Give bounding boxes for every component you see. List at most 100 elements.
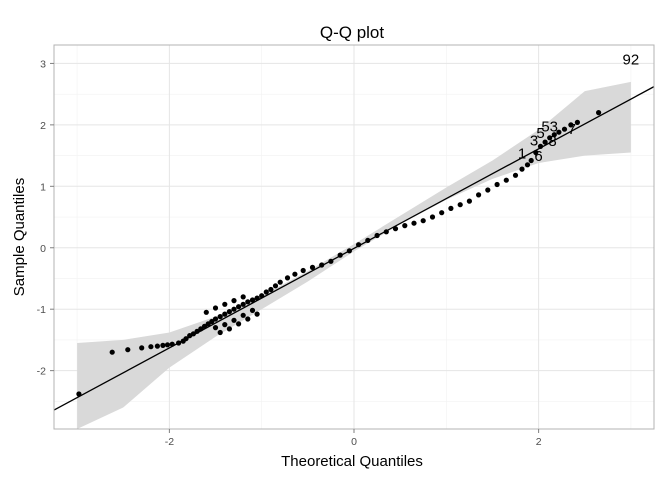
data-point — [485, 187, 491, 193]
x-tick-label: 2 — [536, 436, 542, 448]
y-tick-label: -1 — [37, 304, 46, 316]
data-point — [494, 181, 500, 188]
data-point — [226, 326, 232, 332]
data-point — [596, 110, 602, 116]
data-point — [254, 295, 260, 301]
data-point — [402, 223, 408, 229]
data-point — [519, 166, 525, 172]
data-point — [277, 279, 283, 285]
data-point — [198, 326, 204, 332]
data-point — [551, 132, 557, 138]
x-tick-label: 0 — [351, 436, 357, 448]
data-point — [194, 328, 200, 334]
data-point — [292, 271, 298, 277]
point-label: 1 — [518, 145, 526, 162]
data-point — [439, 210, 445, 216]
data-point — [346, 248, 352, 254]
data-point — [240, 294, 246, 300]
data-point — [476, 192, 482, 198]
data-point — [512, 172, 519, 178]
data-point — [245, 316, 251, 322]
data-point — [568, 122, 574, 128]
data-points — [76, 110, 602, 397]
y-tick-label: 0 — [40, 243, 46, 255]
data-point — [245, 299, 251, 305]
data-point — [240, 301, 246, 307]
data-point — [448, 205, 454, 211]
data-point — [240, 312, 246, 318]
data-point — [533, 149, 539, 156]
data-point — [190, 331, 196, 337]
data-point — [337, 252, 343, 258]
data-point — [328, 258, 334, 264]
data-point — [203, 309, 209, 315]
data-point — [148, 344, 154, 350]
data-point — [139, 345, 145, 351]
data-point — [217, 329, 223, 336]
data-point — [226, 309, 232, 315]
data-point — [109, 349, 115, 355]
data-point — [76, 391, 82, 397]
data-point — [457, 202, 463, 208]
x-axis-ticks: -2 0 2 — [165, 429, 542, 448]
data-point — [383, 229, 389, 235]
chart-title: Q-Q plot — [320, 23, 385, 42]
data-point — [574, 119, 581, 125]
data-point — [183, 336, 189, 342]
data-point — [263, 289, 269, 295]
point-label: 7 — [568, 121, 576, 138]
point-label: 3 — [530, 132, 538, 149]
data-point — [503, 177, 509, 183]
y-tick-label: 3 — [40, 58, 46, 70]
data-point — [154, 343, 160, 349]
data-point — [272, 283, 279, 289]
data-point — [176, 340, 182, 346]
data-point — [524, 162, 531, 168]
data-point — [212, 305, 219, 311]
data-point — [309, 264, 316, 270]
y-axis-ticks: -2 -1 0 1 2 3 — [37, 58, 54, 378]
data-point — [542, 139, 548, 145]
point-label: 53 — [541, 118, 558, 135]
point-label: 8 — [548, 133, 556, 150]
data-point — [212, 316, 219, 322]
confidence-band — [77, 81, 631, 430]
data-point — [236, 321, 242, 327]
data-point — [217, 314, 223, 320]
data-point — [411, 220, 417, 226]
point-label: 92 — [623, 51, 640, 68]
data-point — [466, 198, 472, 204]
y-tick-label: 2 — [40, 120, 46, 132]
data-point — [209, 318, 215, 325]
data-point — [231, 317, 237, 323]
data-point — [528, 157, 534, 164]
data-point — [259, 293, 265, 299]
data-point — [561, 126, 568, 132]
reference-line — [53, 86, 655, 411]
data-point — [254, 311, 260, 317]
data-point — [556, 129, 562, 135]
data-point — [300, 267, 306, 274]
data-point — [284, 275, 291, 281]
data-point — [356, 242, 362, 248]
y-axis-label: Sample Quantiles — [11, 178, 28, 296]
y-tick-label: -2 — [37, 366, 46, 378]
data-point — [429, 214, 436, 220]
data-point — [222, 301, 228, 307]
y-tick-label: 1 — [40, 181, 46, 193]
data-point — [249, 297, 256, 303]
data-point — [231, 298, 237, 304]
data-point — [365, 237, 371, 243]
data-point — [222, 311, 228, 317]
data-point — [374, 232, 380, 239]
data-point — [164, 342, 171, 348]
data-point — [420, 218, 426, 224]
point-label: 5 — [536, 125, 544, 142]
data-point — [222, 322, 228, 328]
data-point — [212, 325, 219, 331]
data-point — [169, 341, 175, 347]
data-point — [201, 323, 208, 329]
x-axis-label: Theoretical Quantiles — [281, 453, 423, 470]
data-point — [249, 307, 256, 313]
